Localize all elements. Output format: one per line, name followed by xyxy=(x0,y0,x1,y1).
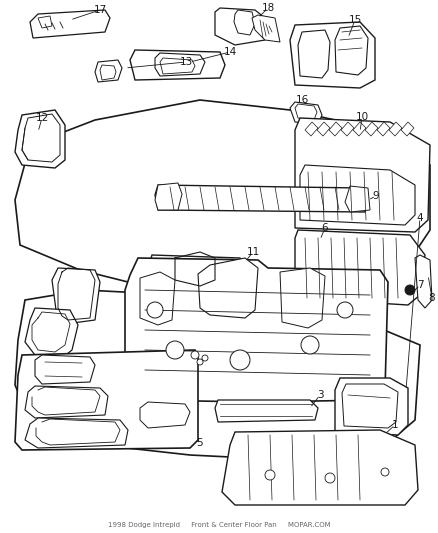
Polygon shape xyxy=(15,350,198,450)
Polygon shape xyxy=(328,122,341,136)
Polygon shape xyxy=(159,58,194,74)
Circle shape xyxy=(300,336,318,354)
Polygon shape xyxy=(15,100,429,300)
Circle shape xyxy=(191,351,198,359)
Polygon shape xyxy=(155,185,367,212)
Polygon shape xyxy=(30,10,110,38)
Polygon shape xyxy=(341,384,397,428)
Text: 4: 4 xyxy=(416,213,422,223)
Circle shape xyxy=(265,470,274,480)
Text: 6: 6 xyxy=(321,223,328,233)
Polygon shape xyxy=(233,10,254,35)
Polygon shape xyxy=(352,122,365,136)
Circle shape xyxy=(201,355,208,361)
Text: 3: 3 xyxy=(316,390,322,400)
Polygon shape xyxy=(155,183,182,210)
Polygon shape xyxy=(38,16,52,28)
Polygon shape xyxy=(140,402,190,428)
Polygon shape xyxy=(294,104,316,120)
Text: 16: 16 xyxy=(295,95,308,105)
Text: 1998 Dodge Intrepid     Front & Center Floor Pan     MOPAR.COM: 1998 Dodge Intrepid Front & Center Floor… xyxy=(107,522,329,528)
Polygon shape xyxy=(290,22,374,88)
Polygon shape xyxy=(95,60,122,82)
Circle shape xyxy=(404,285,414,295)
Polygon shape xyxy=(130,50,225,80)
Polygon shape xyxy=(251,15,279,42)
Circle shape xyxy=(336,302,352,318)
Text: 15: 15 xyxy=(348,15,361,25)
Polygon shape xyxy=(140,272,175,325)
Circle shape xyxy=(197,359,202,365)
Text: 5: 5 xyxy=(196,438,203,448)
Polygon shape xyxy=(304,122,317,136)
Polygon shape xyxy=(364,122,377,136)
Text: 18: 18 xyxy=(261,3,274,13)
Polygon shape xyxy=(52,268,100,325)
Circle shape xyxy=(147,302,162,318)
Text: 13: 13 xyxy=(179,57,192,67)
Polygon shape xyxy=(344,186,369,212)
Polygon shape xyxy=(25,418,128,448)
Polygon shape xyxy=(414,255,431,308)
Polygon shape xyxy=(376,122,389,136)
Text: 11: 11 xyxy=(246,247,259,257)
Polygon shape xyxy=(100,65,116,80)
Polygon shape xyxy=(290,102,321,124)
Circle shape xyxy=(166,341,184,359)
Polygon shape xyxy=(25,386,108,418)
Polygon shape xyxy=(334,26,367,75)
Polygon shape xyxy=(340,122,353,136)
Polygon shape xyxy=(35,355,95,384)
Polygon shape xyxy=(155,53,205,76)
Polygon shape xyxy=(125,258,387,402)
Polygon shape xyxy=(279,268,324,328)
Polygon shape xyxy=(299,165,414,225)
Polygon shape xyxy=(297,30,329,78)
Circle shape xyxy=(230,350,249,370)
Polygon shape xyxy=(15,290,419,460)
Polygon shape xyxy=(294,230,424,305)
Polygon shape xyxy=(334,378,407,435)
Polygon shape xyxy=(148,255,247,282)
Polygon shape xyxy=(215,8,269,45)
Polygon shape xyxy=(316,122,329,136)
Text: 8: 8 xyxy=(428,293,434,303)
Polygon shape xyxy=(222,430,417,505)
Polygon shape xyxy=(15,110,65,168)
Text: 10: 10 xyxy=(355,112,368,122)
Text: 17: 17 xyxy=(93,5,106,15)
Polygon shape xyxy=(22,114,60,162)
Circle shape xyxy=(324,473,334,483)
Polygon shape xyxy=(388,122,401,136)
Polygon shape xyxy=(25,308,78,358)
Text: 7: 7 xyxy=(416,280,422,290)
Polygon shape xyxy=(215,400,317,422)
Circle shape xyxy=(380,468,388,476)
Polygon shape xyxy=(294,118,429,232)
Polygon shape xyxy=(198,258,258,318)
Text: 1: 1 xyxy=(391,420,397,430)
Text: 14: 14 xyxy=(223,47,236,57)
Polygon shape xyxy=(400,122,413,136)
Text: 12: 12 xyxy=(35,113,49,123)
Text: 9: 9 xyxy=(372,191,378,201)
